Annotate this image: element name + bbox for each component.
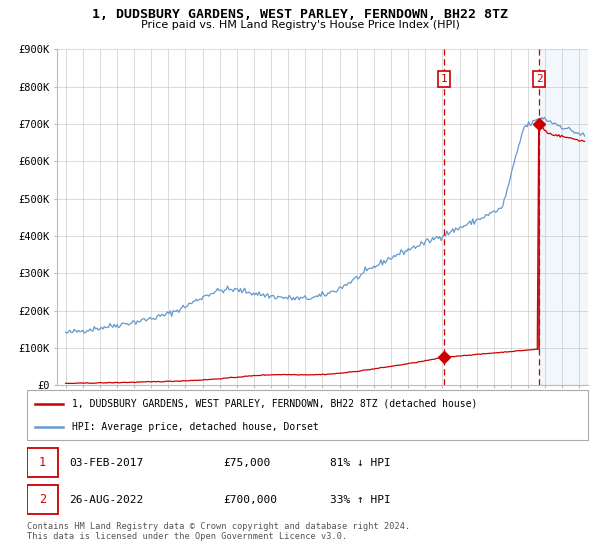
Text: 1, DUDSBURY GARDENS, WEST PARLEY, FERNDOWN, BH22 8TZ: 1, DUDSBURY GARDENS, WEST PARLEY, FERNDO…: [92, 8, 508, 21]
Text: Price paid vs. HM Land Registry's House Price Index (HPI): Price paid vs. HM Land Registry's House …: [140, 20, 460, 30]
Text: 1, DUDSBURY GARDENS, WEST PARLEY, FERNDOWN, BH22 8TZ (detached house): 1, DUDSBURY GARDENS, WEST PARLEY, FERNDO…: [72, 399, 477, 409]
Text: 26-AUG-2022: 26-AUG-2022: [69, 494, 143, 505]
Text: 81% ↓ HPI: 81% ↓ HPI: [330, 458, 391, 468]
Text: 2: 2: [39, 493, 46, 506]
Bar: [27, 485, 58, 514]
Text: 1: 1: [39, 456, 46, 469]
Bar: [539, 49, 588, 385]
Bar: [27, 448, 58, 477]
Text: 2: 2: [536, 74, 542, 84]
Text: £700,000: £700,000: [223, 494, 277, 505]
Text: £75,000: £75,000: [223, 458, 271, 468]
Text: Contains HM Land Registry data © Crown copyright and database right 2024.
This d: Contains HM Land Registry data © Crown c…: [27, 522, 410, 542]
Text: HPI: Average price, detached house, Dorset: HPI: Average price, detached house, Dors…: [72, 422, 319, 432]
Text: 33% ↑ HPI: 33% ↑ HPI: [330, 494, 391, 505]
Text: 03-FEB-2017: 03-FEB-2017: [69, 458, 143, 468]
Text: 1: 1: [440, 74, 448, 84]
